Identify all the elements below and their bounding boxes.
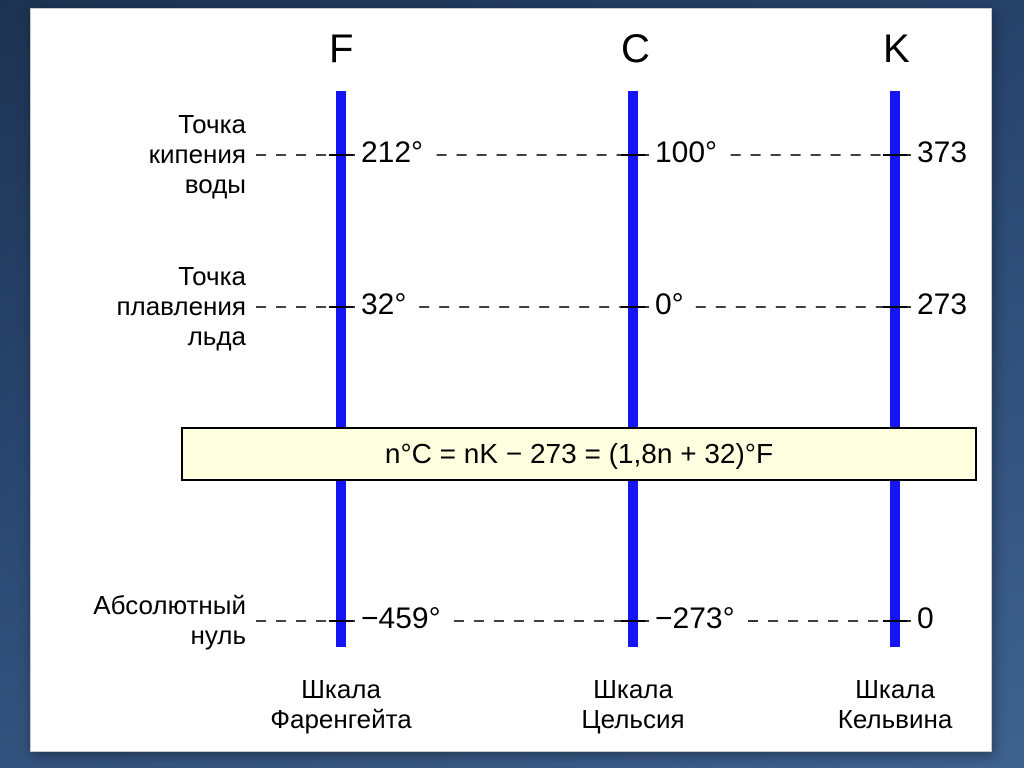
header-k: K bbox=[883, 27, 910, 72]
header-f: F bbox=[329, 27, 353, 72]
val-melting-k: 273 bbox=[917, 288, 967, 322]
scale-label-kelvin: ШкалаКельвина bbox=[795, 675, 995, 735]
val-boiling-f: 212° bbox=[361, 136, 423, 170]
row-label-melting: Точкаплавленияльда bbox=[116, 262, 246, 352]
diagram-card: F C K Точкакипенияводы Точкаплавленияльд… bbox=[30, 8, 992, 752]
val-abszero-f: −459° bbox=[361, 602, 441, 636]
val-boiling-c: 100° bbox=[655, 136, 717, 170]
formula-text: n°C = nK − 273 = (1,8n + 32)°F bbox=[385, 438, 773, 469]
bar-fahrenheit bbox=[336, 91, 346, 647]
bar-celsius bbox=[628, 91, 638, 647]
row-label-boiling: Точкакипенияводы bbox=[149, 110, 246, 200]
bar-kelvin bbox=[890, 91, 900, 647]
header-c: C bbox=[621, 27, 650, 72]
val-boiling-k: 373 bbox=[917, 136, 967, 170]
val-abszero-c: −273° bbox=[655, 602, 735, 636]
val-abszero-k: 0 bbox=[917, 602, 934, 636]
val-melting-f: 32° bbox=[361, 288, 406, 322]
row-label-abs-zero: Абсолютныйнуль bbox=[93, 591, 246, 651]
scale-label-celsius: ШкалаЦельсия bbox=[533, 675, 733, 735]
val-melting-c: 0° bbox=[655, 288, 684, 322]
formula-box: n°C = nK − 273 = (1,8n + 32)°F bbox=[181, 427, 977, 481]
scale-label-fahrenheit: ШкалаФаренгейта bbox=[241, 675, 441, 735]
